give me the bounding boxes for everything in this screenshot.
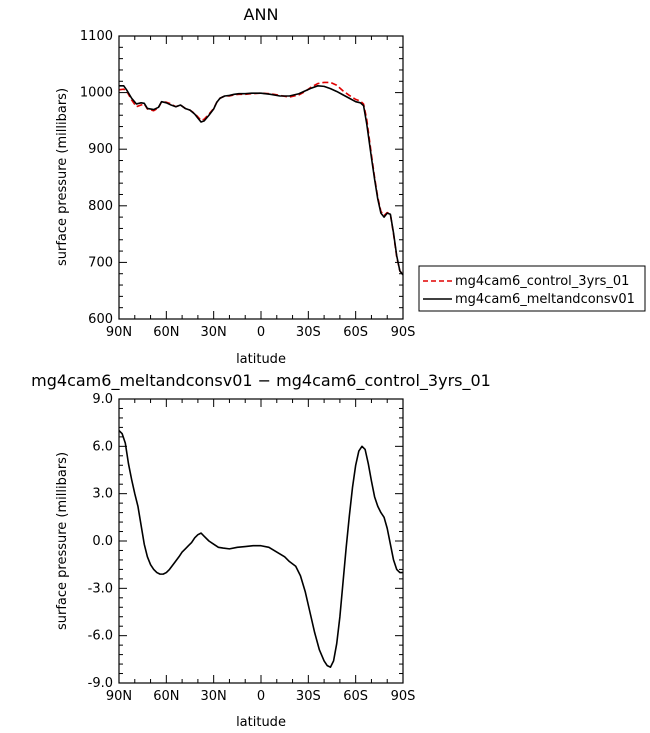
legend-label-control: mg4cam6_control_3yrs_01 — [455, 274, 629, 289]
y-tick-label: 1100 — [80, 29, 113, 44]
top-series-group — [118, 81, 404, 276]
legend: mg4cam6_control_3yrs_01 mg4cam6_meltandc… — [418, 265, 646, 312]
legend-box — [418, 265, 646, 312]
bottom-plot-frame — [118, 398, 404, 684]
x-tick-label: 30S — [296, 689, 321, 704]
x-tick-label: 90N — [106, 689, 132, 704]
x-tick-label: 60N — [153, 689, 179, 704]
y-tick-label: 800 — [88, 199, 113, 214]
y-tick-label: -9.0 — [88, 676, 113, 691]
x-tick-label: 90S — [391, 689, 416, 704]
y-tick-label: -6.0 — [88, 629, 113, 644]
y-tick-label: 700 — [88, 255, 113, 270]
x-tick-label: 60N — [153, 325, 179, 340]
legend-label-meltandconsv: mg4cam6_meltandconsv01 — [455, 292, 635, 307]
x-tick-label: 60S — [343, 689, 368, 704]
x-tick-label: 30N — [201, 689, 227, 704]
x-tick-label: 0 — [257, 325, 265, 340]
bottom-y-axis: -9.0 -6.0 -3.0 0.0 3.0 6.0 9.0 — [88, 392, 403, 691]
y-tick-label: -3.0 — [88, 581, 113, 596]
x-tick-label: 0 — [257, 689, 265, 704]
bottom-series-group — [118, 429, 403, 669]
series-line-1 — [119, 85, 404, 276]
series-line-0 — [118, 429, 403, 669]
bottom-chart: mg4cam6_meltandconsv01 − mg4cam6_control… — [31, 371, 491, 730]
x-tick-label: 30N — [201, 325, 227, 340]
top-chart-title: ANN — [244, 5, 279, 24]
top-y-axis-label: surface pressure (millibars) — [55, 88, 70, 266]
bottom-x-axis-label: latitude — [236, 715, 286, 730]
bottom-chart-title: mg4cam6_meltandconsv01 − mg4cam6_control… — [31, 371, 491, 391]
y-tick-label: 0.0 — [92, 534, 113, 549]
y-tick-label: 1000 — [80, 86, 113, 101]
top-plot-frame — [118, 35, 404, 320]
bottom-x-axis: 90N 60N 30N 0 30S 60S 90S — [106, 399, 416, 704]
series-line-0 — [118, 81, 404, 276]
x-tick-label: 60S — [343, 325, 368, 340]
y-tick-label: 6.0 — [92, 439, 113, 454]
top-x-axis: 90N 60N 30N 0 30S 60S 90S — [106, 36, 416, 340]
y-tick-label: 3.0 — [92, 487, 113, 502]
top-y-axis: 600 700 800 900 1000 1100 — [80, 29, 403, 327]
y-tick-label: 600 — [88, 312, 113, 327]
bottom-y-axis-label: surface pressure (millibars) — [55, 452, 70, 630]
y-tick-label: 9.0 — [92, 392, 113, 407]
y-tick-label: 900 — [88, 142, 113, 157]
x-tick-label: 30S — [296, 325, 321, 340]
top-x-axis-label: latitude — [236, 352, 286, 367]
x-tick-label: 90S — [391, 325, 416, 340]
x-tick-label: 90N — [106, 325, 132, 340]
